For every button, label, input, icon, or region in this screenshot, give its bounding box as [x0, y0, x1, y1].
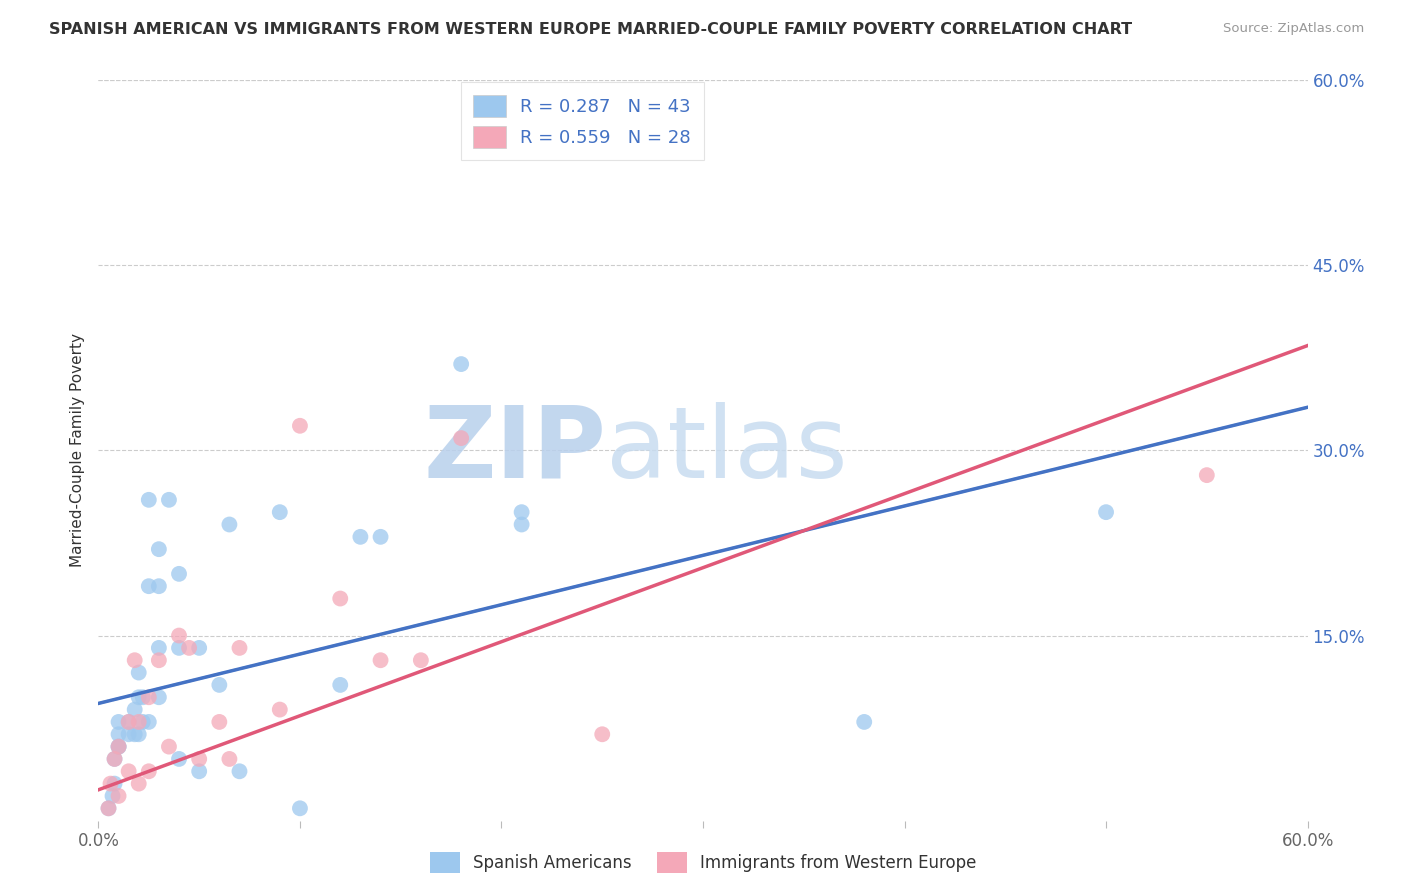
Point [128, 727, 150, 741]
Point [118, 714, 141, 729]
Point [128, 690, 150, 705]
Point [138, 579, 160, 593]
Point [329, 591, 352, 606]
Point [101, 789, 124, 803]
Point [107, 789, 129, 803]
Point [118, 727, 141, 741]
Point [148, 542, 170, 557]
Point [370, 653, 392, 667]
Point [103, 752, 125, 766]
Legend: Spanish Americans, Immigrants from Western Europe: Spanish Americans, Immigrants from Weste… [423, 846, 983, 880]
Point [329, 678, 352, 692]
Point [218, 752, 240, 766]
Point [138, 764, 160, 779]
Point [269, 703, 291, 717]
Point [450, 431, 472, 445]
Point [853, 714, 876, 729]
Point [157, 492, 180, 507]
Point [218, 517, 240, 532]
Point [288, 801, 311, 815]
Point [1195, 468, 1218, 483]
Point [188, 640, 211, 655]
Point [148, 579, 170, 593]
Y-axis label: Married-Couple Family Poverty: Married-Couple Family Poverty [69, 334, 84, 567]
Point [208, 678, 231, 692]
Point [148, 640, 170, 655]
Point [132, 714, 155, 729]
Point [128, 714, 150, 729]
Point [107, 739, 129, 754]
Point [100, 776, 122, 791]
Point [148, 690, 170, 705]
Point [510, 505, 533, 519]
Point [349, 530, 371, 544]
Text: Source: ZipAtlas.com: Source: ZipAtlas.com [1223, 22, 1364, 36]
Point [167, 628, 190, 642]
Point [138, 714, 160, 729]
Point [118, 764, 141, 779]
Point [132, 690, 155, 705]
Point [591, 727, 613, 741]
Point [148, 653, 170, 667]
Point [188, 764, 211, 779]
Point [138, 492, 160, 507]
Point [128, 776, 150, 791]
Point [167, 752, 190, 766]
Point [107, 727, 129, 741]
Point [138, 690, 160, 705]
Point [228, 764, 250, 779]
Point [103, 776, 125, 791]
Text: ZIP: ZIP [423, 402, 606, 499]
Point [269, 505, 291, 519]
Point [157, 739, 180, 754]
Point [228, 640, 250, 655]
Point [97, 801, 120, 815]
Point [1095, 505, 1118, 519]
Point [128, 665, 150, 680]
Point [107, 739, 129, 754]
Point [124, 703, 146, 717]
Text: SPANISH AMERICAN VS IMMIGRANTS FROM WESTERN EUROPE MARRIED-COUPLE FAMILY POVERTY: SPANISH AMERICAN VS IMMIGRANTS FROM WEST… [49, 22, 1132, 37]
Point [107, 714, 129, 729]
Point [97, 801, 120, 815]
Point [188, 752, 211, 766]
Text: atlas: atlas [606, 402, 848, 499]
Point [167, 566, 190, 581]
Point [107, 739, 129, 754]
Point [124, 653, 146, 667]
Point [510, 517, 533, 532]
Point [288, 418, 311, 433]
Point [103, 752, 125, 766]
Point [208, 714, 231, 729]
Point [409, 653, 432, 667]
Point [370, 530, 392, 544]
Point [118, 714, 141, 729]
Point [450, 357, 472, 371]
Point [167, 640, 190, 655]
Point [179, 640, 201, 655]
Point [124, 727, 146, 741]
Legend: R = 0.287   N = 43, R = 0.559   N = 28: R = 0.287 N = 43, R = 0.559 N = 28 [461, 82, 703, 161]
